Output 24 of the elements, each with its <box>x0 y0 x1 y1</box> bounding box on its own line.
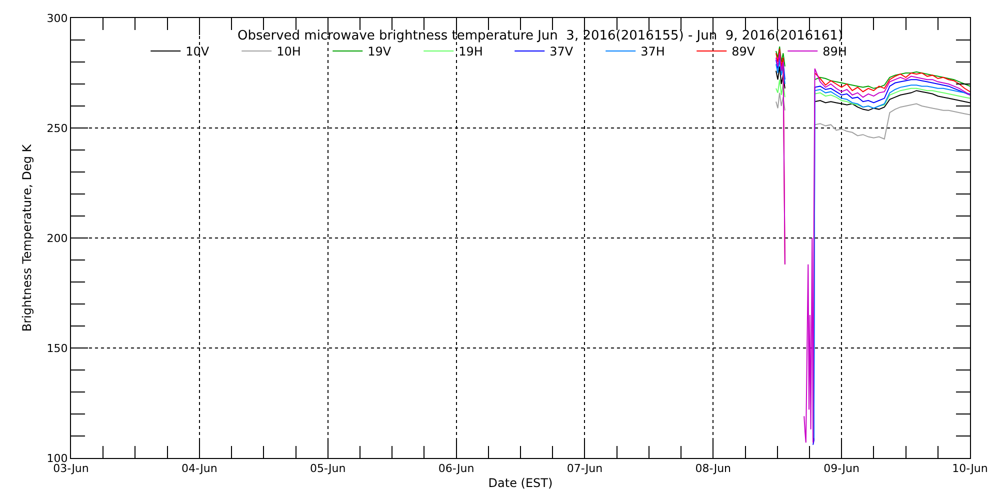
legend-label: 89V <box>732 44 756 59</box>
x-tick-label: 07-Jun <box>566 462 603 476</box>
x-tick-label: 08-Jun <box>695 462 732 476</box>
x-tick-label: 10-Jun <box>952 462 988 476</box>
legend-label: 37V <box>550 44 574 59</box>
y-tick-label: 100 <box>46 452 68 465</box>
y-tick-label: 200 <box>46 232 68 245</box>
text: Observed microwave brightness temperature Jun 3, 2016(2016155) - Jun 9, 2016(2016161) <box>238 28 844 44</box>
legend-label: 10H <box>276 44 301 59</box>
legend-label: 89H <box>822 44 847 59</box>
legend-label: 19H <box>458 44 483 59</box>
legend-label: 37H <box>640 44 665 59</box>
x-axis-title: Date (EST) <box>488 476 553 490</box>
y-tick-label: 250 <box>46 122 68 135</box>
legend-label: 19V <box>368 44 392 59</box>
x-tick-label: 04-Jun <box>182 462 218 476</box>
y-tick-label: 300 <box>46 12 68 25</box>
x-tick-label: 05-Jun <box>310 462 346 476</box>
x-tick-label: 06-Jun <box>438 462 474 476</box>
y-tick-label: 150 <box>46 342 68 355</box>
legend-label: 10V <box>186 44 210 59</box>
x-tick-label: 03-Jun <box>53 462 89 476</box>
x-tick-label: 09-Jun <box>824 462 860 476</box>
y-axis-title: Brightness Temperature, Deg K <box>20 143 34 332</box>
